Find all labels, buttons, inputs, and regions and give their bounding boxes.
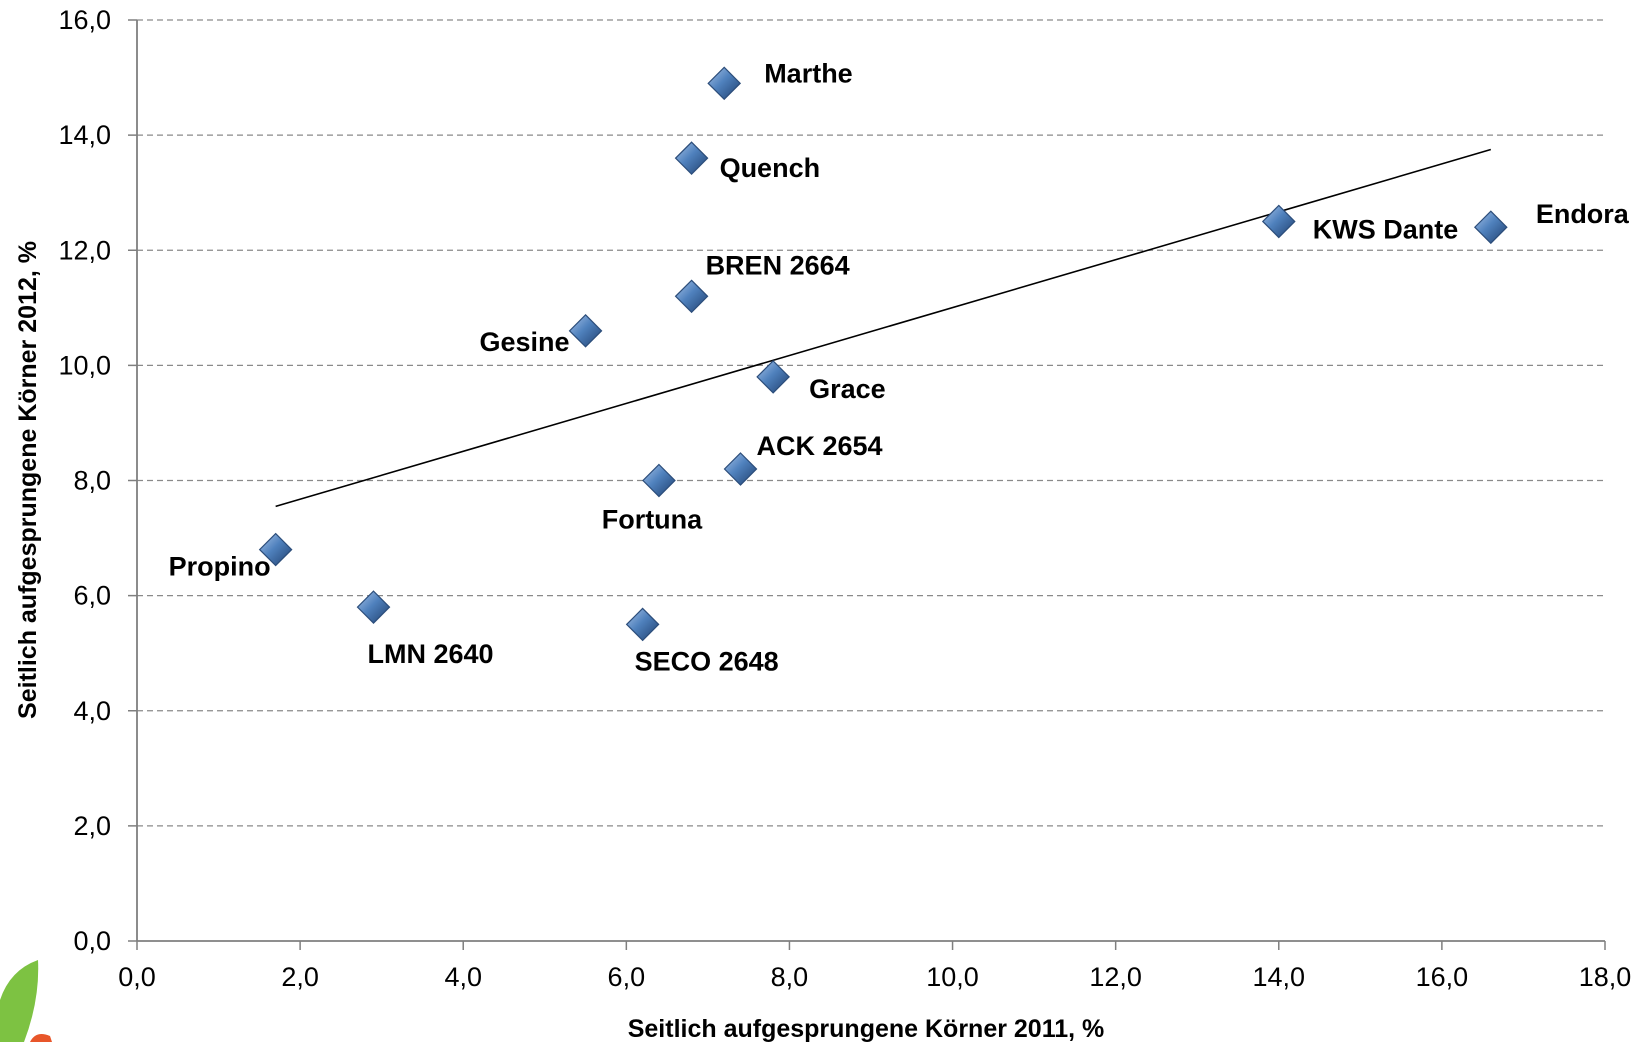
gridlines [137, 19, 1605, 827]
data-point-label: Gesine [480, 327, 570, 357]
y-tick-label: 4,0 [73, 696, 111, 726]
data-point-label: Endora [1536, 199, 1630, 229]
data-point [258, 532, 293, 567]
x-tick-label: 14,0 [1252, 962, 1305, 992]
x-tick-label: 4,0 [444, 962, 482, 992]
x-tick-label: 6,0 [608, 962, 646, 992]
logo-leaf-icon [0, 960, 52, 1042]
x-tick-label: 2,0 [281, 962, 319, 992]
data-point-label: Grace [809, 374, 886, 404]
data-point-label: Fortuna [602, 505, 703, 535]
data-point [723, 452, 758, 486]
data-point [642, 463, 676, 498]
y-tick-label: 2,0 [73, 811, 111, 841]
data-point-label: KWS Dante [1313, 214, 1459, 244]
data-point [1473, 210, 1508, 245]
data-point-label: SECO 2648 [635, 646, 779, 676]
data-point-label: ACK 2654 [757, 431, 883, 461]
y-axis-tick-labels: 0,0 2,0 4,0 6,0 8,0 10,0 12,0 14,0 16,0 [58, 5, 111, 956]
y-axis-title: Seitlich aufgesprungene Körner 2012, % [14, 241, 42, 719]
y-tick-label: 12,0 [58, 235, 111, 265]
data-point [625, 607, 660, 642]
data-point-label: BREN 2664 [706, 250, 850, 280]
trendline [275, 148, 1492, 508]
data-point [1261, 204, 1296, 239]
data-point [674, 141, 709, 175]
data-point-label: LMN 2640 [367, 639, 493, 669]
y-tick-label: 14,0 [58, 120, 111, 150]
trendline-group [275, 148, 1492, 508]
data-point-label: Propino [169, 552, 271, 582]
y-tick-label: 16,0 [58, 5, 111, 35]
data-point [707, 66, 742, 101]
x-axis-tick-labels: 0,0 2,0 4,0 6,0 8,0 10,0 12,0 14,0 16,0 18,0 [118, 962, 1631, 992]
y-tick-label: 10,0 [58, 350, 111, 380]
point-labels: Marthe Quench KWS Dante Endora BREN 2664 Gesi… [169, 58, 1630, 676]
y-tick-label: 8,0 [73, 466, 111, 496]
x-tick-label: 0,0 [118, 962, 156, 992]
data-points [258, 66, 1508, 642]
data-point [568, 313, 603, 348]
data-point [674, 279, 709, 314]
x-tick-label: 16,0 [1416, 962, 1469, 992]
y-tick-label: 6,0 [73, 581, 111, 611]
x-tick-label: 12,0 [1089, 962, 1142, 992]
y-tick-label: 0,0 [73, 926, 111, 956]
data-point [756, 360, 790, 394]
x-tick-label: 8,0 [771, 962, 809, 992]
data-point [356, 590, 391, 624]
data-point-label: Quench [720, 153, 821, 183]
data-point-label: Marthe [764, 58, 853, 88]
x-axis-title: Seitlich aufgesprungene Körner 2011, % [628, 1015, 1105, 1042]
x-tick-label: 10,0 [926, 962, 979, 992]
axes [128, 19, 1606, 950]
x-tick-label: 18,0 [1579, 962, 1632, 992]
